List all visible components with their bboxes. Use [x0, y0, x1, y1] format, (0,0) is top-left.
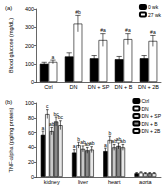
svg-text:#a: #a — [100, 27, 106, 33]
svg-text:a: a — [52, 54, 55, 60]
svg-text:#a: #a — [125, 27, 131, 33]
svg-text:a: a — [73, 143, 76, 149]
svg-text:100: 100 — [25, 100, 34, 106]
svg-text:DN + 2B: DN + 2B — [138, 84, 159, 90]
svg-text:TNF-alpha (pg/mg protein): TNF-alpha (pg/mg protein) — [8, 107, 14, 172]
svg-text:DN: DN — [141, 106, 149, 112]
svg-text:27 wk: 27 wk — [148, 12, 162, 18]
svg-text:20: 20 — [28, 159, 34, 165]
svg-text:400: 400 — [25, 6, 34, 12]
svg-text:0: 0 — [31, 174, 34, 180]
svg-text:ab: ab — [80, 139, 86, 146]
svg-text:DN + 2B: DN + 2B — [141, 128, 161, 134]
svg-text:ab: ab — [115, 136, 122, 143]
svg-text:Ctrl: Ctrl — [141, 98, 149, 104]
svg-text:0 wk: 0 wk — [148, 4, 159, 10]
svg-text:100: 100 — [25, 61, 34, 67]
svg-text:DN + B: DN + B — [115, 84, 133, 90]
svg-text:ab: ab — [84, 140, 91, 147]
svg-text:heart: heart — [108, 179, 121, 185]
svg-text:Blood glucose (mg/dL): Blood glucose (mg/dL) — [8, 18, 14, 73]
svg-text:ab: ab — [111, 137, 117, 144]
svg-text:60: 60 — [28, 130, 34, 136]
svg-text:c: c — [46, 103, 49, 109]
svg-text:(a): (a) — [5, 5, 12, 11]
svg-text:DN + B: DN + B — [141, 121, 158, 127]
svg-text:DN: DN — [70, 84, 78, 90]
svg-text:(b): (b) — [5, 99, 12, 105]
svg-text:40: 40 — [28, 144, 34, 150]
svg-text:bc: bc — [53, 110, 59, 117]
svg-text:80: 80 — [28, 115, 34, 121]
svg-text:ab: ab — [89, 140, 95, 146]
svg-text:Ctrl: Ctrl — [44, 84, 53, 90]
svg-text:300: 300 — [25, 24, 34, 30]
svg-text:b: b — [108, 130, 111, 136]
svg-text:liver: liver — [78, 179, 88, 185]
svg-text:#a: #a — [150, 29, 156, 35]
svg-text:bc: bc — [58, 114, 64, 120]
svg-text:kidney: kidney — [44, 179, 60, 185]
svg-text:ab: ab — [120, 138, 126, 144]
svg-text:b: b — [77, 135, 80, 142]
svg-text:DN + SP: DN + SP — [141, 113, 161, 119]
svg-text:aorta: aorta — [139, 179, 152, 185]
svg-text:200: 200 — [25, 43, 34, 49]
svg-text:0: 0 — [31, 79, 34, 85]
svg-text:DN + SP: DN + SP — [88, 84, 110, 90]
svg-text:#b: #b — [75, 9, 81, 15]
svg-text:ab: ab — [49, 121, 55, 127]
svg-text:a: a — [104, 142, 107, 148]
svg-text:a: a — [42, 125, 45, 131]
